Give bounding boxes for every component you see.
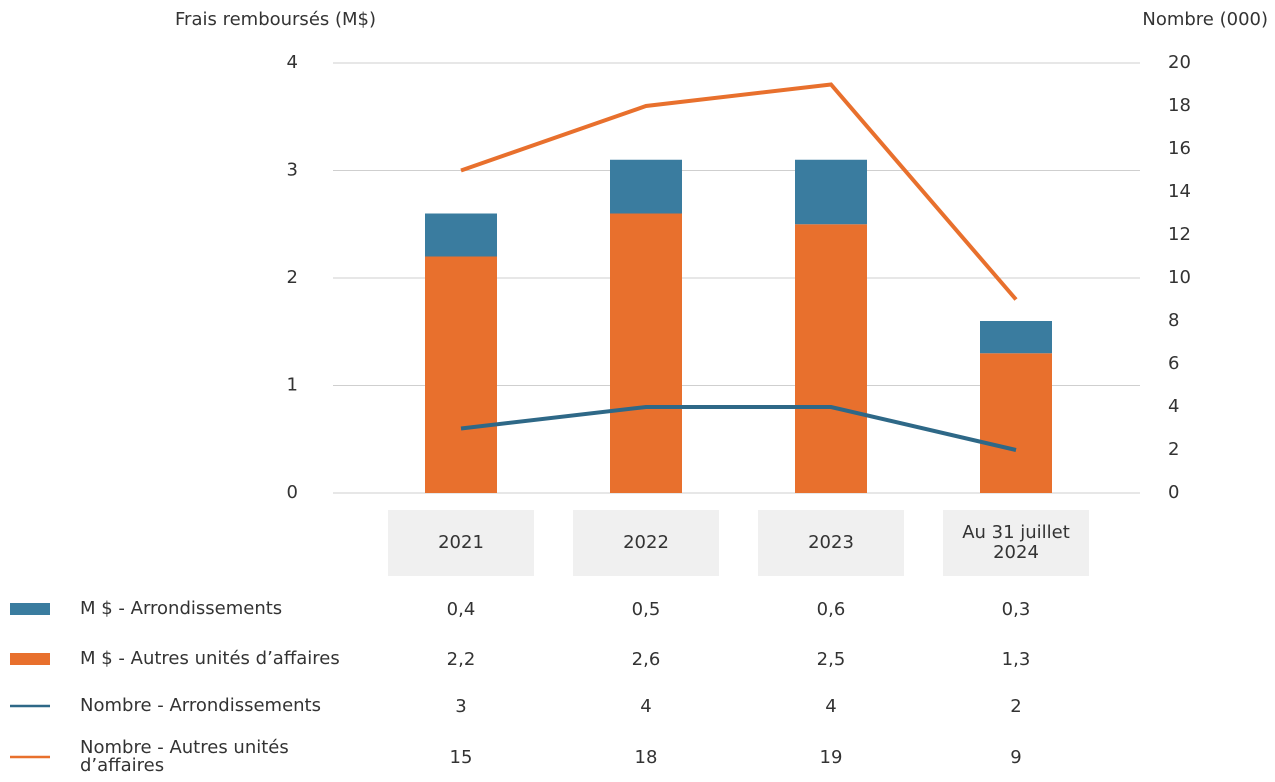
y-tick-label: 3	[287, 160, 298, 181]
bar-segment	[610, 213, 682, 493]
y2-tick-label: 2	[1168, 439, 1179, 460]
legend-swatch	[10, 603, 50, 615]
category-label: 2022	[573, 510, 719, 576]
table-value: 4	[640, 696, 652, 717]
bar-segment	[795, 159, 867, 225]
y2-tick-label: 14	[1168, 181, 1191, 202]
category-label: 2021	[388, 510, 534, 576]
table-value: 18	[634, 747, 658, 768]
y2-tick-label: 0	[1168, 482, 1179, 503]
table-value: 9	[1010, 747, 1022, 768]
y2-tick-label: 8	[1168, 310, 1179, 331]
y2-tick-label: 4	[1168, 396, 1179, 417]
legend-label: Nombre - Arrondissements	[80, 695, 321, 716]
bar-segment	[425, 256, 497, 493]
y2-tick-label: 16	[1168, 138, 1191, 159]
y-tick-label: 4	[287, 52, 298, 73]
table-value: 2,5	[816, 649, 846, 670]
y-tick-label: 1	[287, 375, 298, 396]
y-axis-label: Frais remboursés (M$)	[175, 9, 376, 30]
legend-label: Nombre - Autres unités d’affaires	[80, 737, 289, 776]
table-value: 1,3	[1001, 649, 1031, 670]
table-value: 0,6	[816, 599, 846, 620]
legend-label: M $ - Autres unités d’affaires	[80, 648, 340, 669]
legend-swatch	[10, 653, 50, 665]
table-value: 0,3	[1001, 599, 1031, 620]
line-series	[460, 82, 1018, 301]
table-value: 2,6	[631, 649, 661, 670]
table-value: 19	[819, 747, 843, 768]
table-value: 0,4	[446, 599, 476, 620]
category-label: 2023	[758, 510, 904, 576]
category-label: Au 31 juillet 2024	[943, 510, 1089, 576]
bar-segment	[795, 224, 867, 493]
table-value: 15	[449, 747, 473, 768]
legend-label: M $ - Arrondissements	[80, 598, 283, 619]
y-tick-label: 2	[287, 267, 298, 288]
bar-segment	[980, 353, 1052, 493]
table-value: 0,5	[631, 599, 661, 620]
table-value: 2,2	[446, 649, 476, 670]
bar-segment	[610, 159, 682, 214]
table-value: 2	[1010, 696, 1022, 717]
bar-segment	[980, 321, 1052, 354]
y-tick-label: 0	[287, 482, 298, 503]
y2-tick-label: 18	[1168, 95, 1191, 116]
line-series	[460, 405, 1017, 452]
y2-tick-label: 20	[1168, 52, 1191, 73]
table-value: 3	[455, 696, 467, 717]
y2-axis-label: Nombre (000)	[1142, 9, 1268, 30]
y2-tick-label: 6	[1168, 353, 1179, 374]
y2-tick-label: 12	[1168, 224, 1191, 245]
table-value: 4	[825, 696, 837, 717]
bar-segment	[425, 213, 497, 257]
y2-tick-label: 10	[1168, 267, 1191, 288]
